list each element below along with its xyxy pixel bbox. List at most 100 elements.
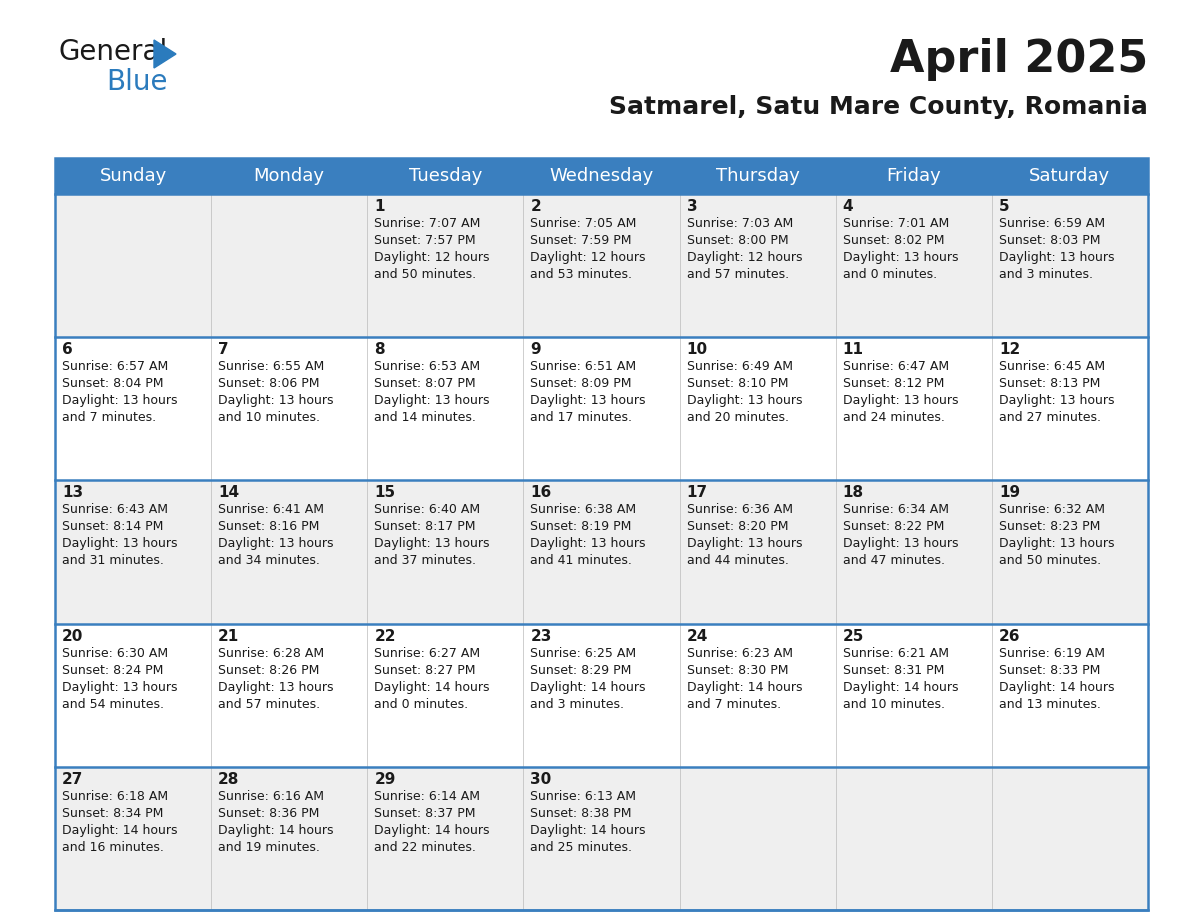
Text: Thursday: Thursday <box>715 167 800 185</box>
Text: and 57 minutes.: and 57 minutes. <box>219 698 321 711</box>
Text: Sunset: 8:30 PM: Sunset: 8:30 PM <box>687 664 788 677</box>
Text: Sunset: 8:04 PM: Sunset: 8:04 PM <box>62 377 164 390</box>
Text: 14: 14 <box>219 486 239 500</box>
Text: Sunrise: 6:55 AM: Sunrise: 6:55 AM <box>219 360 324 374</box>
Text: Sunset: 8:31 PM: Sunset: 8:31 PM <box>842 664 944 677</box>
Text: Daylight: 14 hours: Daylight: 14 hours <box>374 680 489 694</box>
Text: 25: 25 <box>842 629 864 644</box>
Text: Daylight: 13 hours: Daylight: 13 hours <box>999 394 1114 408</box>
Text: Sunrise: 7:05 AM: Sunrise: 7:05 AM <box>530 217 637 230</box>
Text: Sunrise: 6:59 AM: Sunrise: 6:59 AM <box>999 217 1105 230</box>
Text: Sunrise: 6:57 AM: Sunrise: 6:57 AM <box>62 360 169 374</box>
Text: Saturday: Saturday <box>1029 167 1111 185</box>
Text: and 54 minutes.: and 54 minutes. <box>62 698 164 711</box>
Text: and 53 minutes.: and 53 minutes. <box>530 268 632 281</box>
Text: Sunset: 8:02 PM: Sunset: 8:02 PM <box>842 234 944 247</box>
Text: Sunrise: 6:13 AM: Sunrise: 6:13 AM <box>530 789 637 803</box>
Text: Sunset: 8:19 PM: Sunset: 8:19 PM <box>530 521 632 533</box>
Text: Sunrise: 6:47 AM: Sunrise: 6:47 AM <box>842 360 949 374</box>
Text: Sunset: 8:03 PM: Sunset: 8:03 PM <box>999 234 1100 247</box>
Text: and 41 minutes.: and 41 minutes. <box>530 554 632 567</box>
Text: Sunset: 7:59 PM: Sunset: 7:59 PM <box>530 234 632 247</box>
Text: and 34 minutes.: and 34 minutes. <box>219 554 320 567</box>
Text: and 31 minutes.: and 31 minutes. <box>62 554 164 567</box>
Text: and 3 minutes.: and 3 minutes. <box>530 698 625 711</box>
Text: and 19 minutes.: and 19 minutes. <box>219 841 320 854</box>
Text: 5: 5 <box>999 199 1010 214</box>
Text: Sunset: 8:22 PM: Sunset: 8:22 PM <box>842 521 944 533</box>
Text: Sunrise: 6:25 AM: Sunrise: 6:25 AM <box>530 646 637 660</box>
Text: and 20 minutes.: and 20 minutes. <box>687 411 789 424</box>
Text: 11: 11 <box>842 342 864 357</box>
Text: 6: 6 <box>62 342 72 357</box>
Text: Daylight: 13 hours: Daylight: 13 hours <box>842 537 959 551</box>
Text: and 50 minutes.: and 50 minutes. <box>374 268 476 281</box>
Text: Satmarel, Satu Mare County, Romania: Satmarel, Satu Mare County, Romania <box>609 95 1148 119</box>
Text: Daylight: 13 hours: Daylight: 13 hours <box>62 537 177 551</box>
Text: Daylight: 13 hours: Daylight: 13 hours <box>62 394 177 408</box>
Text: Monday: Monday <box>254 167 324 185</box>
Text: Daylight: 14 hours: Daylight: 14 hours <box>999 680 1114 694</box>
Text: and 0 minutes.: and 0 minutes. <box>842 268 937 281</box>
Text: Daylight: 14 hours: Daylight: 14 hours <box>62 823 177 837</box>
Text: Sunrise: 6:18 AM: Sunrise: 6:18 AM <box>62 789 169 803</box>
Text: 1: 1 <box>374 199 385 214</box>
Text: Sunrise: 7:01 AM: Sunrise: 7:01 AM <box>842 217 949 230</box>
Text: Sunrise: 7:07 AM: Sunrise: 7:07 AM <box>374 217 481 230</box>
Text: April 2025: April 2025 <box>890 38 1148 81</box>
Text: and 37 minutes.: and 37 minutes. <box>374 554 476 567</box>
Text: Sunset: 8:27 PM: Sunset: 8:27 PM <box>374 664 475 677</box>
Text: Daylight: 13 hours: Daylight: 13 hours <box>530 394 646 408</box>
Text: Sunday: Sunday <box>100 167 166 185</box>
Text: Sunrise: 6:27 AM: Sunrise: 6:27 AM <box>374 646 480 660</box>
Text: Sunset: 8:17 PM: Sunset: 8:17 PM <box>374 521 475 533</box>
Text: Blue: Blue <box>106 68 168 96</box>
Text: Friday: Friday <box>886 167 941 185</box>
Text: Sunrise: 6:43 AM: Sunrise: 6:43 AM <box>62 503 168 517</box>
Text: Sunrise: 6:53 AM: Sunrise: 6:53 AM <box>374 360 480 374</box>
Text: Sunrise: 6:28 AM: Sunrise: 6:28 AM <box>219 646 324 660</box>
Text: Daylight: 13 hours: Daylight: 13 hours <box>374 537 489 551</box>
Text: and 14 minutes.: and 14 minutes. <box>374 411 476 424</box>
Text: 21: 21 <box>219 629 240 644</box>
Bar <box>55 623 1148 767</box>
Text: Daylight: 13 hours: Daylight: 13 hours <box>687 394 802 408</box>
Text: Sunset: 8:00 PM: Sunset: 8:00 PM <box>687 234 788 247</box>
Text: 3: 3 <box>687 199 697 214</box>
Text: 26: 26 <box>999 629 1020 644</box>
Text: and 22 minutes.: and 22 minutes. <box>374 841 476 854</box>
Text: Wednesday: Wednesday <box>549 167 653 185</box>
Text: Sunset: 8:07 PM: Sunset: 8:07 PM <box>374 377 476 390</box>
Text: Daylight: 13 hours: Daylight: 13 hours <box>374 394 489 408</box>
Text: Daylight: 13 hours: Daylight: 13 hours <box>62 680 177 694</box>
Text: Sunset: 8:20 PM: Sunset: 8:20 PM <box>687 521 788 533</box>
Text: Sunset: 8:09 PM: Sunset: 8:09 PM <box>530 377 632 390</box>
Text: Sunset: 8:10 PM: Sunset: 8:10 PM <box>687 377 788 390</box>
Bar <box>55 767 1148 910</box>
Text: and 0 minutes.: and 0 minutes. <box>374 698 468 711</box>
Text: 4: 4 <box>842 199 853 214</box>
Text: 8: 8 <box>374 342 385 357</box>
Text: and 3 minutes.: and 3 minutes. <box>999 268 1093 281</box>
Text: Sunrise: 6:14 AM: Sunrise: 6:14 AM <box>374 789 480 803</box>
Text: 7: 7 <box>219 342 229 357</box>
Bar <box>55 158 1148 910</box>
Text: Sunrise: 6:51 AM: Sunrise: 6:51 AM <box>530 360 637 374</box>
Text: Sunset: 8:24 PM: Sunset: 8:24 PM <box>62 664 164 677</box>
Bar <box>55 480 1148 623</box>
Text: 12: 12 <box>999 342 1020 357</box>
Text: and 7 minutes.: and 7 minutes. <box>62 411 156 424</box>
Text: Tuesday: Tuesday <box>409 167 482 185</box>
Text: Daylight: 14 hours: Daylight: 14 hours <box>687 680 802 694</box>
Text: 16: 16 <box>530 486 551 500</box>
Text: and 16 minutes.: and 16 minutes. <box>62 841 164 854</box>
Text: Daylight: 14 hours: Daylight: 14 hours <box>374 823 489 837</box>
Text: and 44 minutes.: and 44 minutes. <box>687 554 789 567</box>
Text: Daylight: 12 hours: Daylight: 12 hours <box>374 251 489 264</box>
Text: 23: 23 <box>530 629 551 644</box>
Text: Sunset: 8:14 PM: Sunset: 8:14 PM <box>62 521 164 533</box>
Bar <box>55 194 1148 337</box>
Text: and 50 minutes.: and 50 minutes. <box>999 554 1101 567</box>
Text: and 10 minutes.: and 10 minutes. <box>219 411 320 424</box>
Text: 15: 15 <box>374 486 396 500</box>
